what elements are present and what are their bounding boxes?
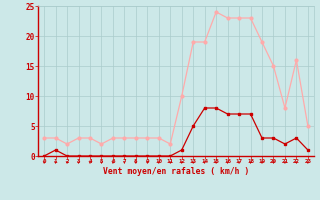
X-axis label: Vent moyen/en rafales ( km/h ): Vent moyen/en rafales ( km/h ): [103, 167, 249, 176]
